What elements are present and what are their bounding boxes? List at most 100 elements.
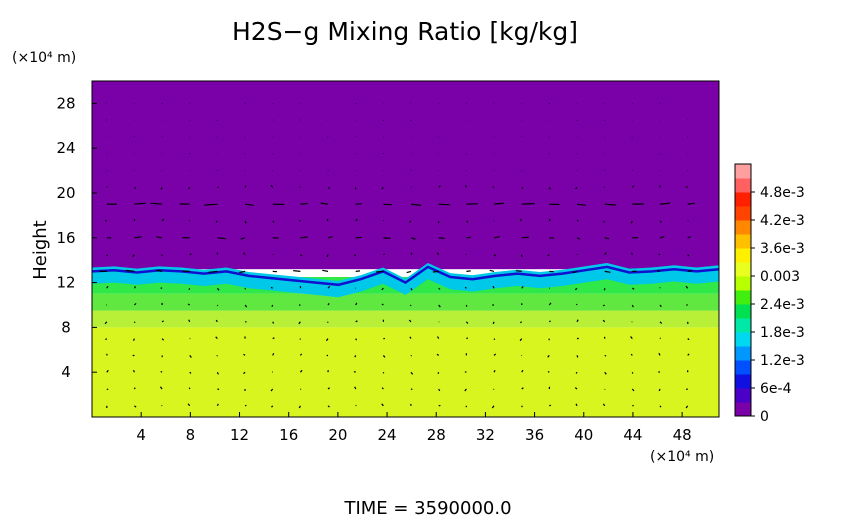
colorbar-label: 2.4e-3 [760, 297, 805, 313]
wind-vector [327, 405, 330, 408]
wind-vector [519, 338, 523, 342]
colorbar-swatch [735, 332, 751, 347]
wind-vector [216, 287, 220, 291]
mixing-ratio-field [92, 81, 719, 417]
colorbar-frame [734, 163, 752, 417]
wind-vector [438, 237, 445, 239]
wind-vector [687, 353, 690, 356]
wind-vector [492, 321, 495, 325]
wind-vector [687, 338, 690, 341]
x-tick-label: 24 [378, 426, 397, 444]
interface-line [92, 265, 719, 287]
wind-vector [519, 321, 523, 324]
wind-vector [576, 203, 586, 206]
wind-vector [382, 355, 386, 358]
colorbar-swatch [735, 220, 751, 235]
wind-vector [493, 338, 496, 341]
wind-vector [410, 203, 422, 206]
wind-vector [242, 252, 246, 256]
wind-vector [436, 353, 440, 356]
wind-vector [208, 270, 218, 273]
wind-vector [519, 218, 523, 222]
wind-vector [687, 220, 689, 222]
wind-vector [161, 338, 165, 341]
wind-vector [355, 404, 357, 407]
wind-vector [492, 285, 495, 289]
colorbar-label: 4.8e-3 [760, 185, 805, 201]
colorbar-labels: 4.8e-3 4.2e-3 3.6e-3 0.003 2.4e-3 1.8e-3 1.2e-… [751, 185, 805, 425]
wind-vector [576, 355, 579, 358]
wind-vector [159, 386, 163, 390]
wind-vector [515, 270, 522, 272]
wind-vector [381, 186, 384, 190]
wind-vector [493, 369, 496, 373]
wind-vector [432, 270, 439, 273]
wind-vector [161, 404, 163, 407]
wind-vector [383, 203, 393, 206]
wind-vector [630, 220, 633, 224]
wind-vector [465, 321, 469, 324]
wind-vector [658, 388, 661, 392]
wind-vector [299, 369, 303, 373]
wind-vector [215, 319, 218, 323]
wind-vector [547, 371, 550, 373]
y-axis-unit: (×10⁴ m) [12, 50, 76, 66]
wind-vector [160, 370, 163, 373]
wind-vector [300, 202, 308, 205]
colorbar-swatch [735, 388, 751, 403]
x-tick-label: 44 [623, 426, 642, 444]
wind-vector [466, 337, 469, 340]
wind-vector [438, 185, 441, 188]
wind-vector [217, 237, 227, 240]
colorbar-swatch [735, 290, 751, 305]
colorbar: 4.8e-3 4.2e-3 3.6e-3 0.003 2.4e-3 1.8e-3 1.2e-… [734, 163, 805, 425]
wind-vector [521, 236, 529, 239]
x-tick-label: 20 [328, 426, 347, 444]
wind-vector [105, 338, 108, 341]
wind-vector [293, 270, 301, 272]
wind-vector [320, 202, 329, 205]
wind-vector [215, 336, 218, 340]
wind-vector [466, 236, 471, 239]
wind-vector [150, 202, 163, 205]
y-tick-label: 8 [61, 318, 71, 336]
wind-vector [106, 369, 109, 373]
wind-vector [133, 302, 137, 306]
wind-vector [602, 304, 605, 307]
wind-vector [272, 220, 275, 223]
x-tick-label: 8 [186, 426, 196, 444]
wind-vector [602, 319, 606, 323]
colorbar-label: 1.8e-3 [760, 325, 805, 341]
wind-vector [410, 287, 413, 291]
wind-vectors [99, 102, 695, 409]
wind-vector [353, 254, 357, 257]
wind-vector [410, 355, 412, 357]
wind-vector [299, 254, 303, 257]
wind-vector [355, 302, 358, 306]
field-layer-2 [92, 293, 719, 311]
wind-vector [409, 336, 412, 339]
colorbar-swatch [735, 248, 751, 263]
wind-vector [410, 252, 413, 255]
y-tick-label: 28 [56, 94, 75, 112]
wind-vector [659, 202, 671, 205]
wind-vector [188, 319, 191, 323]
wind-vector [106, 186, 108, 188]
wind-vector [376, 270, 384, 273]
wind-vector [548, 302, 552, 306]
wind-vector [383, 253, 385, 256]
wind-vector [326, 218, 329, 222]
wind-vector [243, 353, 246, 356]
field-layer-0 [92, 327, 719, 417]
wind-vector [299, 353, 303, 356]
wind-vector [685, 186, 688, 188]
wind-vector [604, 252, 607, 255]
wind-vector [575, 186, 578, 190]
wind-vector [604, 371, 607, 375]
wind-vector [630, 336, 633, 339]
wind-vector [576, 319, 579, 323]
field-layer-4 [92, 81, 719, 270]
wind-vector [576, 219, 579, 222]
y-axis: 4 8 12 16 20 24 28 [56, 94, 97, 381]
